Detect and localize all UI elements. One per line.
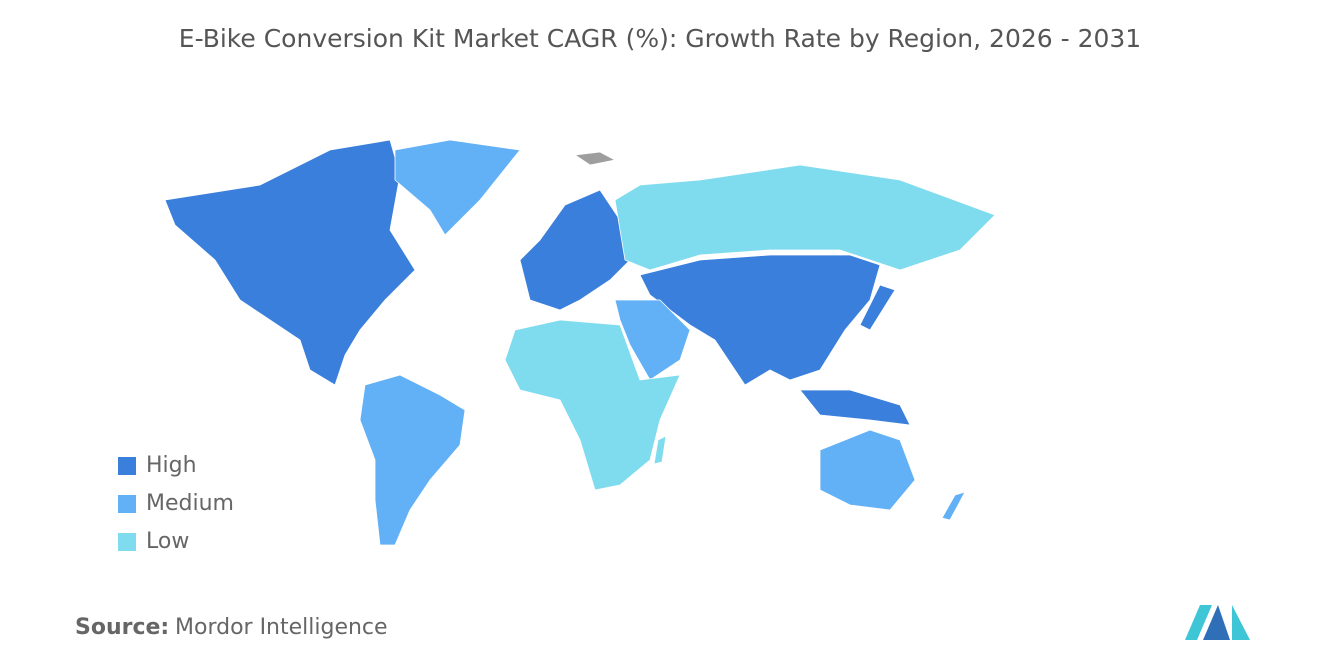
source-label: Source: bbox=[75, 615, 169, 640]
title: E-Bike Conversion Kit Market CAGR (%): G… bbox=[179, 24, 1141, 53]
legend-swatch bbox=[118, 457, 136, 475]
south-america bbox=[359, 374, 466, 546]
africa bbox=[504, 319, 681, 491]
madagascar bbox=[653, 435, 667, 465]
logo-part bbox=[1203, 605, 1230, 640]
logo-part bbox=[1185, 605, 1212, 640]
logo-part bbox=[1232, 605, 1250, 640]
legend-label: Medium bbox=[146, 491, 234, 516]
source-text: Mordor Intelligence bbox=[175, 615, 388, 640]
world-map bbox=[164, 139, 996, 546]
north-america bbox=[164, 139, 416, 386]
australia bbox=[819, 429, 916, 511]
svalbard bbox=[573, 151, 617, 166]
asia bbox=[639, 254, 881, 386]
europe bbox=[519, 189, 631, 311]
southeast-asia-islands bbox=[799, 389, 911, 426]
new-zealand bbox=[941, 491, 966, 521]
japan bbox=[859, 284, 896, 331]
middle-east bbox=[614, 299, 691, 381]
russia bbox=[614, 164, 996, 271]
logo bbox=[1185, 605, 1250, 640]
greenland bbox=[394, 139, 521, 236]
legend: High Medium Low bbox=[118, 453, 234, 554]
legend-swatch bbox=[118, 533, 136, 551]
legend-label: High bbox=[146, 453, 197, 478]
legend-label: Low bbox=[146, 529, 189, 554]
legend-swatch bbox=[118, 495, 136, 513]
